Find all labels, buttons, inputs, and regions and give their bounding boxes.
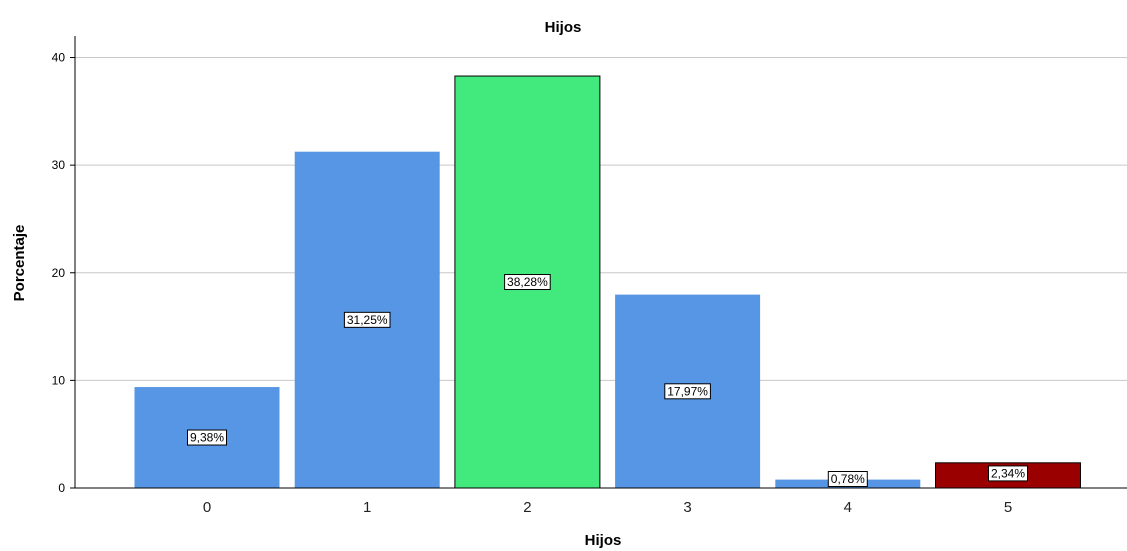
x-axis-ticks: 0 1 2 3 4 5	[203, 499, 1012, 516]
data-label: 31,25%	[347, 313, 388, 327]
y-tick-label: 0	[58, 481, 65, 495]
y-tick-label: 40	[52, 51, 66, 65]
data-label: 9,38%	[190, 431, 224, 445]
data-label-box	[664, 383, 711, 400]
y-tick-label: 20	[52, 266, 66, 280]
x-tick-label: 5	[1004, 499, 1012, 516]
data-label-box	[187, 429, 227, 446]
data-labels: 9,38% 31,25% 38,28% 17,97% 0,78% 2,34%	[187, 274, 1028, 487]
bars	[134, 75, 1081, 489]
data-label-box	[343, 311, 391, 328]
gridlines	[75, 57, 1127, 381]
y-tick-label: 30	[52, 158, 66, 172]
x-tick-label: 3	[683, 499, 691, 516]
x-tick-label: 4	[844, 499, 852, 516]
x-axis-title: Hijos	[585, 532, 622, 549]
data-label-box	[988, 465, 1028, 482]
data-label-box	[827, 471, 868, 487]
y-axis-ticks: 0 10 20 30 40	[52, 51, 75, 495]
data-label-box	[504, 274, 551, 291]
data-label: 38,28%	[507, 275, 548, 289]
data-label: 17,97%	[667, 384, 708, 398]
data-label: 2,34%	[991, 466, 1025, 480]
y-tick-label: 10	[52, 373, 66, 387]
x-tick-label: 2	[523, 499, 531, 516]
y-axis-title: Porcentaje	[11, 225, 28, 302]
data-label: 0,78%	[831, 472, 865, 486]
chart-title: Hijos	[545, 19, 582, 36]
axes	[74, 36, 1127, 489]
x-tick-label: 0	[203, 499, 211, 516]
x-tick-label: 1	[363, 499, 371, 516]
